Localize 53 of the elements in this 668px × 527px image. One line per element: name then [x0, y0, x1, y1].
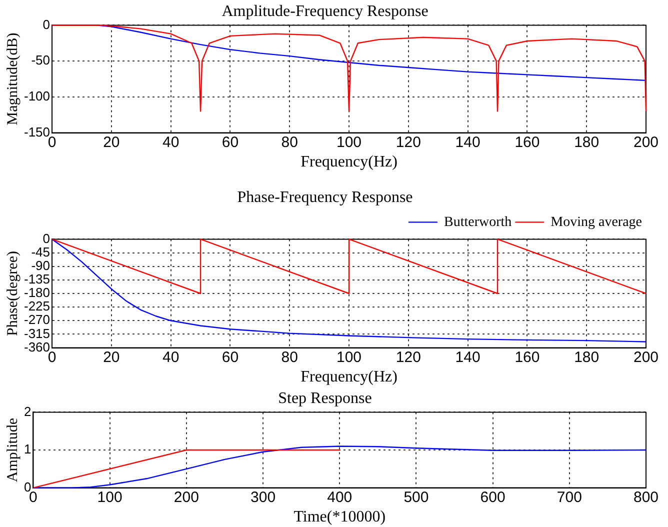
- x-tick-label: 80: [281, 348, 298, 366]
- x-tick-label: 200: [633, 348, 659, 366]
- x-tick-label: 200: [174, 488, 199, 506]
- y-tick-label: 1: [24, 442, 32, 457]
- x-tick-label: 500: [404, 488, 429, 506]
- x-tick-label: 120: [396, 134, 421, 151]
- y-axis-title: Magnitude(dB): [4, 32, 21, 126]
- x-tick-label: 80: [281, 134, 298, 151]
- chart-title: Amplitude-Frequency Response: [222, 2, 428, 20]
- x-tick-label: 120: [396, 348, 421, 366]
- y-tick-label: -180: [24, 285, 50, 300]
- y-tick-label: -315: [24, 326, 50, 341]
- y-tick-label: -135: [24, 272, 50, 287]
- x-tick-label: 300: [250, 488, 276, 506]
- y-tick-label: -50: [31, 52, 50, 68]
- x-tick-label: 160: [514, 134, 540, 151]
- y-tick-label: -90: [31, 258, 50, 273]
- x-axis-title: Frequency(Hz): [300, 368, 398, 386]
- x-tick-label: 160: [514, 348, 540, 366]
- x-tick-label: 180: [574, 134, 600, 151]
- y-tick-label: 2: [24, 404, 32, 419]
- x-tick-label: 180: [574, 348, 600, 366]
- y-tick-label: 0: [42, 16, 50, 32]
- x-tick-label: 60: [222, 348, 239, 366]
- y-tick-label: -225: [24, 298, 50, 314]
- x-axis-title: Time(*10000): [294, 508, 386, 526]
- y-tick-label: -45: [31, 244, 50, 260]
- x-tick-label: 100: [336, 134, 362, 151]
- chart-title: Phase-Frequency Response: [237, 188, 413, 206]
- y-tick-label: -270: [24, 312, 50, 328]
- x-tick-label: 600: [480, 488, 506, 506]
- y-tick-label: 0: [24, 479, 32, 494]
- y-axis-title: Amplitude: [4, 418, 21, 482]
- x-tick-label: 40: [162, 134, 180, 151]
- x-tick-label: 800: [633, 488, 659, 506]
- x-tick-label: 400: [327, 488, 352, 506]
- x-tick-label: 20: [103, 348, 120, 366]
- x-tick-label: 100: [336, 348, 362, 366]
- x-tick-label: 700: [556, 488, 582, 506]
- y-tick-label: 0: [42, 230, 50, 246]
- y-axis-title: Phase(degree): [4, 251, 21, 336]
- x-tick-label: 40: [162, 348, 180, 366]
- chart-title: Step Response: [278, 390, 372, 407]
- x-tick-label: 60: [222, 134, 239, 151]
- x-axis-title: Frequency(Hz): [300, 154, 398, 171]
- y-tick-label: -100: [24, 88, 50, 104]
- legend-label: Butterworth: [444, 214, 512, 230]
- x-tick-label: 20: [103, 134, 120, 151]
- x-tick-label: 100: [97, 488, 122, 506]
- legend-label: Moving average: [550, 214, 642, 230]
- x-tick-label: 140: [455, 348, 480, 366]
- x-tick-label: 200: [633, 134, 659, 151]
- x-tick-label: 140: [455, 134, 480, 151]
